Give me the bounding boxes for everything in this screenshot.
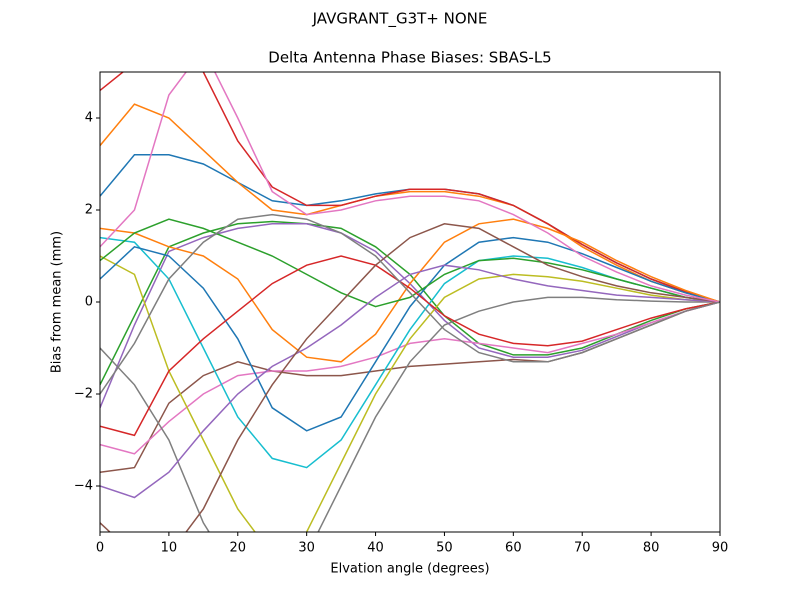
series-line	[100, 220, 720, 386]
x-tick-label: 50	[436, 541, 453, 556]
y-tick-label: 0	[85, 295, 93, 310]
series-line	[100, 301, 720, 455]
y-tick-label: −2	[74, 387, 93, 402]
series-line	[100, 236, 720, 432]
x-tick-label: 10	[161, 541, 178, 556]
x-tick-label: 80	[643, 541, 660, 556]
series-line	[100, 255, 720, 437]
series-line	[100, 72, 720, 303]
series-line	[100, 154, 720, 303]
series-line	[100, 218, 720, 308]
chart-title: Delta Antenna Phase Biases: SBAS-L5	[268, 49, 551, 67]
y-tick-label: 4	[85, 111, 93, 126]
series-line	[100, 255, 720, 532]
x-tick-label: 30	[298, 541, 315, 556]
y-axis-label: Bias from mean (mm)	[50, 231, 65, 373]
x-tick-label: 20	[230, 541, 247, 556]
series-line	[100, 103, 720, 303]
series-line	[100, 218, 720, 363]
series-line	[100, 213, 720, 395]
series-line	[100, 223, 720, 409]
y-tick-label: 2	[85, 203, 93, 218]
series-line	[100, 296, 720, 532]
x-tick-label: 60	[505, 541, 522, 556]
x-tick-label: 90	[712, 541, 729, 556]
plot-lines	[100, 72, 720, 532]
y-tick-label: −4	[74, 479, 93, 494]
x-axis-label: Elvation angle (degrees)	[330, 562, 489, 577]
series-line	[100, 264, 720, 499]
x-tick-label: 0	[96, 541, 104, 556]
chart-suptitle: JAVGRANT_G3T+ NONE	[312, 10, 488, 29]
x-tick-label: 40	[367, 541, 384, 556]
series-line	[100, 223, 720, 532]
series-line	[100, 72, 720, 303]
x-tick-label: 70	[574, 541, 591, 556]
